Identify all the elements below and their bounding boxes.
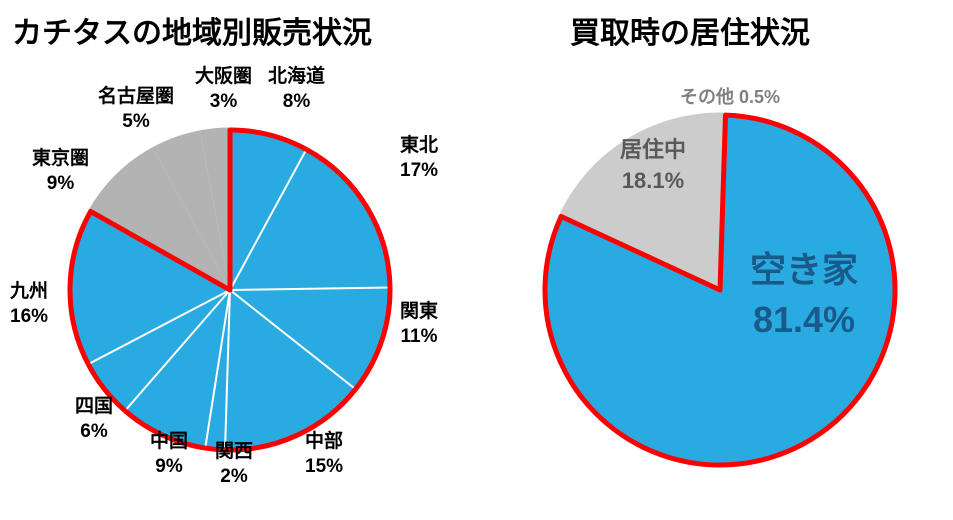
chart2-big-label-pct: 81.4% [753,299,855,340]
charts-container: カチタスの地域別販売状況 北海道8%東北17%関東11%中部15%関西2%中国9… [0,0,953,520]
chart1-slice-label: 九州16% [10,280,48,329]
chart2-mid-label-name: 居住中 [620,137,686,162]
chart1-slice-label: 中部15% [305,430,343,479]
chart1-slice-label: 東京圏9% [32,147,89,196]
chart2-small-label: その他 0.5% [680,86,780,109]
chart1-slice-label: 四国6% [75,395,113,444]
chart2-big-label-name: 空き家 [750,249,858,290]
chart2-pie [490,0,953,520]
chart1-slice-label: 北海道8% [268,65,325,114]
chart2-mid-label-pct: 18.1% [622,168,684,193]
chart1-slice-label: 関東11% [400,300,438,349]
chart1-slice-label: 中国9% [150,430,188,479]
chart1-panel: カチタスの地域別販売状況 北海道8%東北17%関東11%中部15%関西2%中国9… [0,0,490,520]
chart1-slice-label: 関西2% [215,440,253,489]
chart2-big-label: 空き家 81.4% [750,245,858,346]
chart1-slice-label: 東北17% [400,134,438,183]
chart1-slice-label: 名古屋圏5% [98,85,174,134]
chart1-slice-label: 大阪圏3% [195,65,252,114]
chart2-panel: 買取時の居住状況 空き家 81.4% 居住中 18.1% その他 0.5% [490,0,953,520]
chart2-mid-label: 居住中 18.1% [620,135,686,197]
